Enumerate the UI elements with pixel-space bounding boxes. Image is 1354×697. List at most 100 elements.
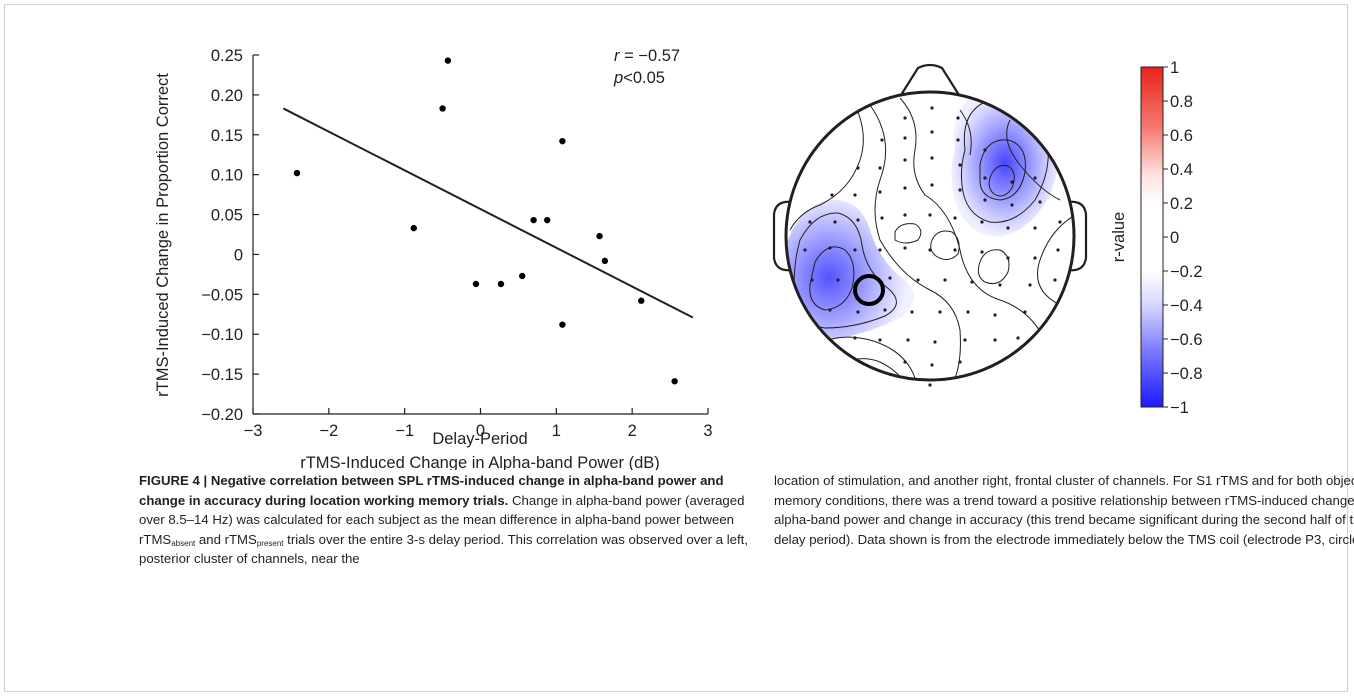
electrode (810, 278, 813, 281)
electrode (830, 193, 833, 196)
electrode (998, 283, 1001, 286)
x-tick-marks (253, 408, 708, 414)
electrode (1016, 336, 1019, 339)
colorbar-tick-label: 0.2 (1170, 195, 1193, 213)
electrode (958, 360, 961, 363)
p-symbol: p (613, 69, 623, 87)
electrode (1033, 176, 1036, 179)
electrode (880, 138, 883, 141)
electrode (808, 220, 811, 223)
data-point (596, 233, 602, 239)
y-axis-label: rTMS-Induced Change in Proportion Correc… (154, 73, 172, 397)
electrode (953, 248, 956, 251)
topographic-map (774, 65, 1086, 387)
y-tick-marks (253, 55, 259, 414)
data-point (294, 170, 300, 176)
colorbar: 1 0.8 0.6 0.4 0.2 0 −0.2 −0.4 −0.6 −0.8 −1 r-value (1110, 59, 1203, 417)
electrode (966, 310, 969, 313)
electrode (980, 250, 983, 253)
electrode (928, 248, 931, 251)
figure-label: FIGURE 4 | (139, 473, 211, 488)
figure-graphic: 0.250.200.150.100.050−0.05−0.10−0.15−0.2… (0, 0, 1354, 470)
electrode (903, 116, 906, 119)
x-axis-label-line2: rTMS-Induced Change in Alpha-band Power … (300, 454, 660, 470)
electrode (880, 216, 883, 219)
electrode (1006, 226, 1009, 229)
colorbar-tick-label: 1 (1170, 59, 1179, 77)
x-tick-label: 1 (552, 422, 561, 440)
electrode (878, 338, 881, 341)
electrode (956, 138, 959, 141)
electrode (1058, 220, 1061, 223)
electrode (903, 136, 906, 139)
y-tick-label: 0.15 (211, 127, 243, 145)
colorbar-tick-label: −0.2 (1170, 263, 1203, 281)
electrode (933, 340, 936, 343)
electrode (853, 193, 856, 196)
electrode (1028, 283, 1031, 286)
electrode (903, 246, 906, 249)
electrode (1023, 310, 1026, 313)
electrode (930, 183, 933, 186)
electrode (856, 218, 859, 221)
electrode (930, 106, 933, 109)
caption-text-right: location of stimulation, and another rig… (774, 473, 1354, 547)
x-tick-label: 2 (628, 422, 637, 440)
data-point (544, 217, 550, 223)
colorbar-label: r-value (1110, 212, 1128, 262)
electrode (953, 216, 956, 219)
colorbar-tick-labels: 1 0.8 0.6 0.4 0.2 0 −0.2 −0.4 −0.6 −0.8 −1 (1170, 59, 1203, 417)
data-point (638, 298, 644, 304)
data-point (519, 273, 525, 279)
electrode (828, 246, 831, 249)
electrode (1006, 256, 1009, 259)
electrode (856, 166, 859, 169)
scatter-plot: 0.250.200.150.100.050−0.05−0.10−0.15−0.2… (154, 47, 713, 470)
electrode (980, 220, 983, 223)
colorbar-ticks (1163, 67, 1168, 407)
y-tick-label: −0.15 (201, 366, 243, 384)
electrode (903, 213, 906, 216)
electrode (1033, 256, 1036, 259)
x-tick-label: −3 (244, 422, 263, 440)
electrode (963, 338, 966, 341)
caption-right-column: location of stimulation, and another rig… (774, 471, 1354, 549)
electrode (993, 338, 996, 341)
caption-text-2: and rTMS (195, 532, 257, 547)
regression-line (283, 108, 692, 317)
subscript-absent: absent (171, 539, 195, 548)
significance-stat: p<0.05 (613, 69, 665, 87)
data-point (439, 105, 445, 111)
y-tick-label: −0.05 (201, 286, 243, 304)
electrode (856, 310, 859, 313)
electrode (958, 163, 961, 166)
electrode (928, 383, 931, 386)
y-tick-label: 0.10 (211, 167, 243, 185)
electrode (903, 186, 906, 189)
caption-left-column: FIGURE 4 | Negative correlation between … (139, 471, 751, 569)
x-tick-label: −1 (395, 422, 414, 440)
data-point (445, 57, 451, 63)
electrode (993, 313, 996, 316)
y-tick-label: 0.05 (211, 207, 243, 225)
electrode (836, 278, 839, 281)
electrode (878, 190, 881, 193)
data-point (498, 281, 504, 287)
electrode (883, 308, 886, 311)
colorbar-tick-label: 0.8 (1170, 93, 1193, 111)
electrode (906, 338, 909, 341)
colorbar-tick-label: −0.8 (1170, 365, 1203, 383)
electrode (853, 336, 856, 339)
electrode (888, 276, 891, 279)
electrode (916, 278, 919, 281)
subscript-present: present (257, 539, 284, 548)
electrode (878, 248, 881, 251)
colorbar-tick-label: −1 (1170, 399, 1189, 417)
electrode (903, 158, 906, 161)
y-tick-label: 0 (234, 246, 243, 264)
y-tick-label: −0.10 (201, 326, 243, 344)
electrode (1053, 278, 1056, 281)
electrode (910, 310, 913, 313)
y-tick-label: −0.20 (201, 406, 243, 424)
electrode (1033, 226, 1036, 229)
